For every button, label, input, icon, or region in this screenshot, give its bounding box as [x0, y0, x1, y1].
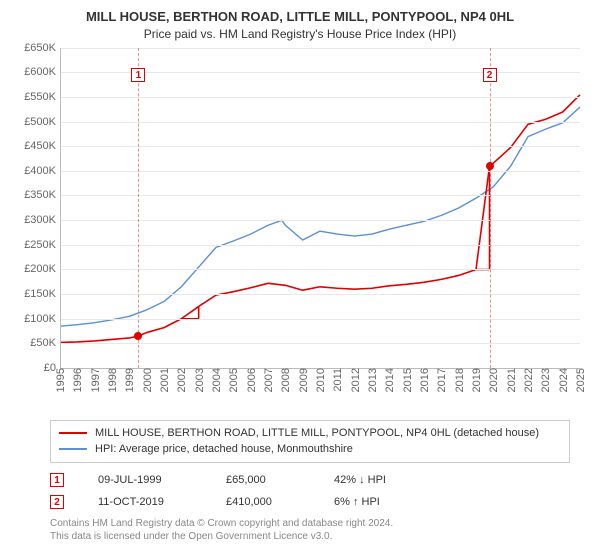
chart-area: £0£50K£100K£150K£200K£250K£300K£350K£400… [10, 46, 590, 416]
sale-row: 1 09-JUL-1999 £65,000 42% ↓ HPI [50, 469, 570, 491]
chart-subtitle: Price paid vs. HM Land Registry's House … [10, 26, 590, 42]
y-tick-label: £350K [24, 189, 60, 201]
x-tick-label: 2007 [261, 368, 275, 392]
x-tick-label: 1997 [88, 368, 102, 392]
y-tick-label: £650K [24, 42, 60, 54]
footnote-line: Contains HM Land Registry data © Crown c… [50, 517, 590, 530]
sale-event-marker: 2 [483, 68, 497, 82]
sale-event-dot [486, 162, 494, 170]
y-tick-label: £250K [24, 239, 60, 251]
y-tick-label: £150K [24, 288, 60, 300]
x-tick-label: 2005 [226, 368, 240, 392]
x-tick-label: 2018 [452, 368, 466, 392]
legend-item: HPI: Average price, detached house, Monm… [59, 441, 561, 458]
y-tick-label: £100K [24, 313, 60, 325]
x-tick-label: 2002 [174, 368, 188, 392]
x-tick-label: 2013 [365, 368, 379, 392]
sale-event-dot [134, 332, 142, 340]
x-tick-label: 2023 [538, 368, 552, 392]
sale-date: 11-OCT-2019 [98, 496, 198, 508]
x-tick-label: 2022 [521, 368, 535, 392]
y-tick-label: £500K [24, 116, 60, 128]
x-tick-label: 2006 [244, 368, 258, 392]
x-tick-label: 2003 [192, 368, 206, 392]
x-tick-label: 1996 [70, 368, 84, 392]
legend-label: MILL HOUSE, BERTHON ROAD, LITTLE MILL, P… [95, 425, 539, 442]
sale-row-marker: 2 [50, 495, 64, 509]
y-tick-label: £400K [24, 165, 60, 177]
x-tick-label: 2001 [157, 368, 171, 392]
x-tick-label: 1995 [53, 368, 67, 392]
y-tick-label: £600K [24, 66, 60, 78]
sale-price: £65,000 [226, 474, 306, 486]
x-tick-label: 2000 [140, 368, 154, 392]
chart-container: MILL HOUSE, BERTHON ROAD, LITTLE MILL, P… [0, 0, 600, 560]
x-tick-label: 2004 [209, 368, 223, 392]
sale-row: 2 11-OCT-2019 £410,000 6% ↑ HPI [50, 491, 570, 513]
footnote: Contains HM Land Registry data © Crown c… [50, 517, 590, 543]
legend-swatch [59, 432, 87, 434]
legend-label: HPI: Average price, detached house, Monm… [95, 441, 353, 458]
x-tick-label: 2019 [469, 368, 483, 392]
x-tick-label: 2010 [313, 368, 327, 392]
x-tick-label: 2021 [504, 368, 518, 392]
plot-region: £0£50K£100K£150K£200K£250K£300K£350K£400… [60, 48, 580, 368]
x-tick-label: 2020 [486, 368, 500, 392]
sale-delta: 42% ↓ HPI [334, 474, 386, 486]
sale-event-marker: 1 [131, 68, 145, 82]
y-tick-label: £50K [30, 337, 60, 349]
x-tick-label: 1999 [122, 368, 136, 392]
footnote-line: This data is licensed under the Open Gov… [50, 530, 590, 543]
chart-title: MILL HOUSE, BERTHON ROAD, LITTLE MILL, P… [10, 8, 590, 26]
x-tick-label: 1998 [105, 368, 119, 392]
x-tick-label: 2017 [434, 368, 448, 392]
y-tick-label: £300K [24, 214, 60, 226]
x-tick-label: 2016 [417, 368, 431, 392]
legend-swatch [59, 448, 87, 450]
sale-price: £410,000 [226, 496, 306, 508]
y-tick-label: £450K [24, 140, 60, 152]
sale-event-line [490, 48, 491, 368]
legend: MILL HOUSE, BERTHON ROAD, LITTLE MILL, P… [50, 420, 570, 463]
x-tick-label: 2012 [348, 368, 362, 392]
legend-item: MILL HOUSE, BERTHON ROAD, LITTLE MILL, P… [59, 425, 561, 442]
sale-date: 09-JUL-1999 [98, 474, 198, 486]
sales-table: 1 09-JUL-1999 £65,000 42% ↓ HPI 2 11-OCT-2019… [50, 469, 570, 513]
y-tick-label: £550K [24, 91, 60, 103]
x-tick-label: 2025 [573, 368, 587, 392]
x-tick-label: 2014 [382, 368, 396, 392]
x-tick-label: 2015 [400, 368, 414, 392]
x-tick-label: 2011 [330, 368, 344, 392]
sale-event-line [138, 48, 139, 368]
x-tick-label: 2009 [296, 368, 310, 392]
x-tick-label: 2024 [556, 368, 570, 392]
y-tick-label: £200K [24, 263, 60, 275]
sale-delta: 6% ↑ HPI [334, 496, 380, 508]
x-tick-label: 2008 [278, 368, 292, 392]
sale-row-marker: 1 [50, 473, 64, 487]
